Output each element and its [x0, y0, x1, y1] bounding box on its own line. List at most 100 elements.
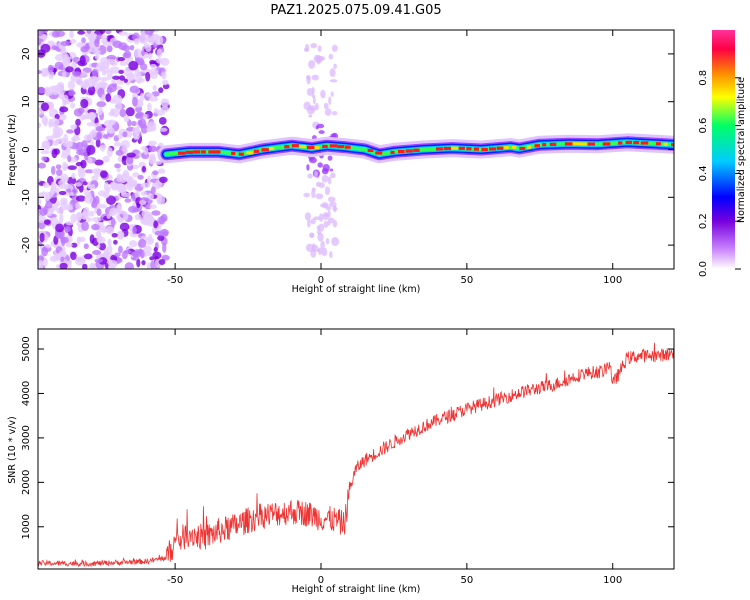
band-blob — [313, 216, 322, 220]
ridge-peak — [443, 146, 452, 151]
noise-blob — [147, 121, 157, 131]
noise-blob — [95, 138, 101, 148]
noise-blob — [145, 44, 152, 52]
noise-blob — [82, 181, 88, 186]
colorbar-label: Normalized spectral amplitude — [736, 77, 747, 223]
noise-blob — [114, 163, 121, 169]
noise-blob — [89, 32, 98, 38]
noise-blob — [61, 149, 67, 156]
noise-blob — [83, 134, 94, 141]
spectrogram-xtick-label: -50 — [167, 275, 183, 286]
ridge-peak — [595, 142, 600, 146]
snr-xtick-label: 100 — [603, 575, 622, 586]
noise-blob — [149, 59, 156, 65]
noise-blob — [140, 182, 151, 188]
noise-blob — [92, 49, 101, 55]
noise-blob — [61, 71, 67, 78]
band-blob — [304, 212, 311, 221]
noise-blob — [76, 149, 84, 155]
noise-blob — [105, 186, 111, 193]
noise-blob — [123, 78, 128, 83]
noise-blob — [102, 191, 110, 199]
noise-blob — [123, 50, 132, 59]
noise-blob — [140, 191, 148, 196]
noise-blob — [75, 204, 82, 210]
noise-blob — [156, 109, 166, 116]
noise-blob — [106, 195, 116, 205]
noise-blob — [125, 182, 136, 188]
noise-blob — [41, 246, 49, 257]
noise-blob — [133, 130, 138, 140]
noise-blob — [136, 202, 141, 209]
noise-blob — [38, 259, 44, 269]
noise-blob — [69, 30, 74, 39]
noise-blob — [96, 101, 107, 108]
noise-blob — [62, 54, 68, 60]
noise-blob — [142, 113, 148, 120]
snr-axes: -50 0 50 100 1000 2000 3000 4000 5000 — [21, 329, 674, 586]
ridge-peak — [367, 148, 374, 153]
noise-blob — [78, 168, 86, 179]
band-blob — [323, 102, 329, 110]
noise-blob — [159, 176, 168, 183]
band-blob — [310, 249, 317, 258]
snr-ytick-label: 2000 — [21, 470, 32, 495]
band-blob — [314, 102, 319, 111]
noise-blob — [153, 220, 158, 229]
noise-blob — [131, 120, 137, 127]
noise-blob — [40, 191, 48, 198]
noise-blob — [106, 124, 113, 134]
snr-frame — [37, 328, 675, 570]
ridge-peak — [633, 141, 640, 145]
noise-blob — [109, 181, 118, 190]
band-blob — [318, 223, 325, 232]
noise-blob — [40, 150, 50, 155]
spectrogram-xtick-label: 100 — [603, 275, 622, 286]
noise-blob — [42, 34, 47, 41]
noise-blob — [119, 174, 127, 183]
noise-blob — [59, 262, 68, 269]
noise-blob — [98, 242, 107, 251]
band-blob — [331, 44, 338, 52]
band-blob — [315, 181, 321, 188]
noise-blob — [91, 68, 99, 77]
noise-blob — [80, 46, 89, 53]
noise-blob — [94, 195, 100, 205]
noise-blob — [132, 255, 139, 261]
ridge-peak — [390, 150, 395, 155]
spectrogram-ytick-label: -10 — [21, 189, 32, 205]
band-blob — [307, 218, 311, 228]
ridge-peak — [481, 147, 488, 152]
ridge-peak — [587, 142, 596, 146]
noise-blob — [91, 223, 100, 231]
noise-blob — [75, 118, 81, 127]
noise-blob — [60, 173, 69, 184]
noise-blob — [50, 165, 56, 176]
noise-blob — [143, 211, 153, 222]
ridge-peak — [344, 145, 351, 149]
noise-blob — [38, 40, 42, 46]
band-blob — [329, 68, 336, 78]
noise-blob — [135, 57, 145, 66]
noise-blob — [40, 102, 50, 112]
noise-blob — [129, 85, 140, 94]
noise-blob — [88, 210, 95, 217]
noise-blob — [96, 208, 102, 217]
ridge-peak — [663, 142, 668, 146]
noise-blob — [42, 182, 50, 188]
noise-blob — [158, 142, 164, 147]
noise-blob — [132, 172, 140, 178]
noise-blob — [100, 145, 107, 150]
noise-blob — [129, 240, 138, 248]
noise-blob — [106, 214, 111, 219]
band-blob — [311, 94, 316, 99]
band-blob — [316, 55, 322, 65]
band-blob — [311, 189, 316, 199]
band-blob — [330, 172, 336, 179]
snr-ylabel: SNR (10 * v/v) — [7, 416, 18, 484]
snr-panel: -50 0 50 100 1000 2000 3000 4000 5000 Height of … — [7, 328, 675, 595]
noise-blob — [114, 141, 121, 147]
noise-blob — [44, 234, 49, 241]
noise-blob — [122, 131, 128, 138]
noise-blob — [54, 61, 64, 70]
